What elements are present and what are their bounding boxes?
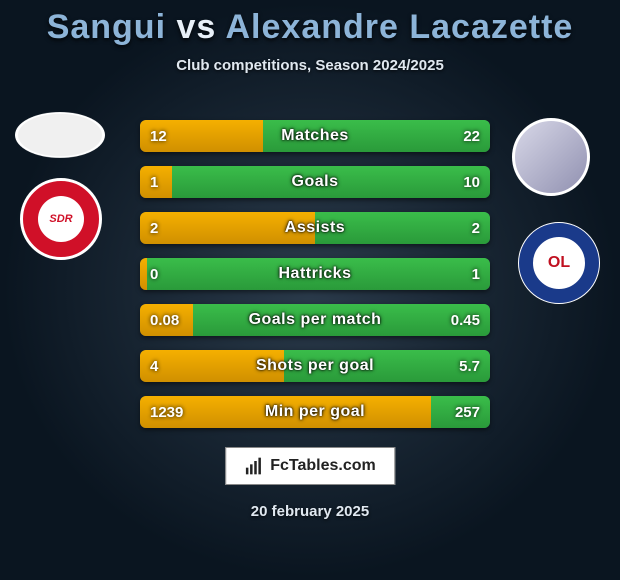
- stat-row: 1 10 Goals: [140, 166, 490, 198]
- stat-row: 2 2 Assists: [140, 212, 490, 244]
- club2-logo-inner: OL: [536, 240, 582, 286]
- subtitle: Club competitions, Season 2024/2025: [0, 57, 620, 74]
- stat-row: 12 22 Matches: [140, 120, 490, 152]
- club2-logo: OL: [518, 222, 600, 304]
- player2-name: Alexandre Lacazette: [226, 8, 574, 46]
- stat-label: Assists: [140, 212, 490, 244]
- brand-text: FcTables.com: [270, 457, 376, 475]
- stats-container: 12 22 Matches 1 10 Goals 2 2 Assists 0 1…: [140, 120, 490, 442]
- player1-name: Sangui: [47, 8, 166, 46]
- stat-label: Shots per goal: [140, 350, 490, 382]
- stat-label: Min per goal: [140, 396, 490, 428]
- stat-label: Goals: [140, 166, 490, 198]
- stat-row: 4 5.7 Shots per goal: [140, 350, 490, 382]
- stat-label: Hattricks: [140, 258, 490, 290]
- stat-label: Goals per match: [140, 304, 490, 336]
- brand-badge: FcTables.com: [225, 447, 395, 485]
- player1-avatar: [15, 112, 105, 158]
- brand-icon: [244, 456, 264, 476]
- stat-row: 0.08 0.45 Goals per match: [140, 304, 490, 336]
- date-text: 20 february 2025: [0, 503, 620, 520]
- player2-avatar: [512, 118, 590, 196]
- stat-label: Matches: [140, 120, 490, 152]
- vs-separator: vs: [176, 8, 216, 46]
- stat-row: 1239 257 Min per goal: [140, 396, 490, 428]
- stat-row: 0 1 Hattricks: [140, 258, 490, 290]
- club1-logo: [20, 178, 102, 260]
- page-title: Sangui vs Alexandre Lacazette: [0, 0, 620, 47]
